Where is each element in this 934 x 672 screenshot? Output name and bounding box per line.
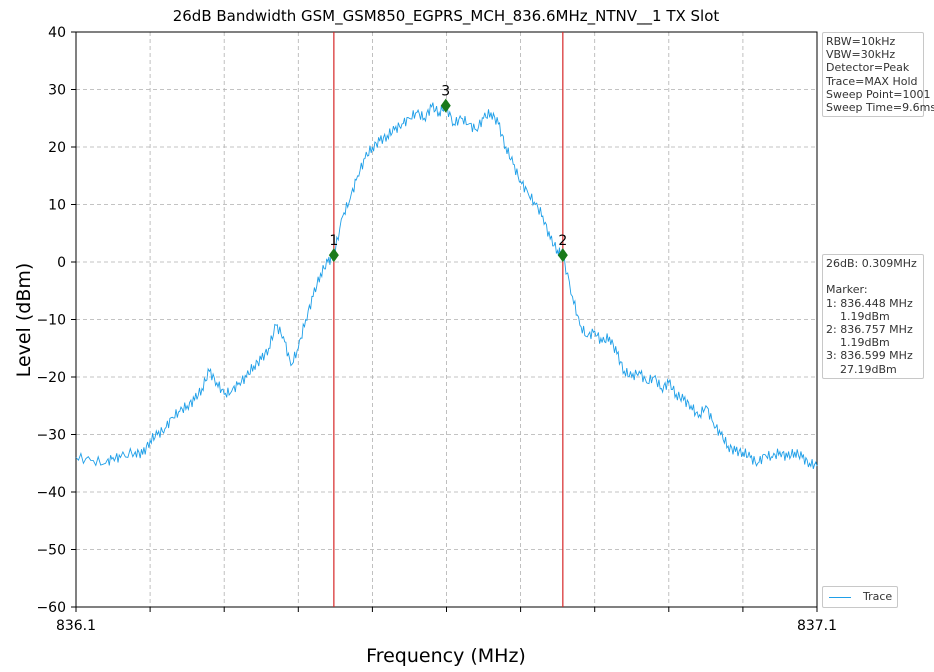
x-axis-label: Frequency (MHz)	[366, 645, 526, 667]
x-tick-label: 837.1	[797, 618, 837, 634]
marker-points: 1 2 3	[328, 84, 568, 263]
y-tick-label: −30	[36, 428, 66, 444]
bandwidth-result-line: 2: 836.757 MHz	[826, 323, 913, 337]
setting-line: VBW=30kHz	[826, 48, 896, 62]
y-tick-label: −10	[36, 313, 66, 329]
bandwidth-result-line: 1.19dBm	[826, 336, 890, 350]
marker-label: 3	[441, 84, 450, 100]
trace-line	[75, 101, 818, 470]
measurement-settings-box: RBW=10kHz VBW=30kHz Detector=Peak Trace=MAX…	[822, 32, 934, 118]
y-axis-ticks: 40 30 20 10 0 −10 −20 −30 −40 −50 −60	[36, 25, 76, 616]
bandwidth-result-box: 26dB: 0.309MHz Marker: 1: 836.448 MHz 1.1…	[822, 254, 924, 379]
legend-label-trace: Trace	[863, 590, 893, 603]
y-tick-label: 0	[57, 255, 66, 271]
marker-diamond	[557, 248, 568, 263]
bandwidth-result-line: 27.19dBm	[826, 362, 897, 376]
bandwidth-result-line: 1: 836.448 MHz	[826, 296, 913, 310]
y-axis-label: Level (dBm)	[13, 263, 35, 378]
marker-label: 1	[329, 233, 338, 249]
bandwidth-result-line: 26dB: 0.309MHz	[826, 257, 917, 270]
bandwidth-result-line: 1.19dBm	[826, 309, 890, 323]
y-tick-label: −40	[36, 485, 66, 501]
grid-lines	[76, 32, 817, 607]
y-tick-label: 20	[48, 140, 66, 156]
y-tick-label: 30	[48, 83, 66, 99]
y-tick-label: −50	[36, 543, 66, 559]
setting-line: Sweep Point=1001	[826, 87, 931, 101]
y-tick-label: 10	[48, 198, 66, 214]
bandwidth-result-line: Marker:	[826, 283, 868, 297]
y-tick-label: −60	[36, 600, 66, 616]
legend: Trace	[822, 586, 898, 608]
bandwidth-result-line	[826, 270, 920, 283]
y-tick-label: −20	[36, 370, 66, 386]
bandwidth-result-line: 3: 836.599 MHz	[826, 349, 913, 363]
chart-title: 26dB Bandwidth GSM_GSM850_EGPRS_MCH_836.…	[173, 7, 720, 26]
legend-swatch-trace	[829, 597, 851, 598]
marker-diamond	[440, 98, 451, 113]
x-tick-label: 836.1	[56, 618, 96, 634]
setting-line: Detector=Peak	[826, 61, 910, 75]
bandwidth-lines	[333, 32, 564, 607]
marker-diamond	[328, 248, 339, 263]
setting-line: RBW=10kHz	[826, 35, 896, 48]
marker-label: 2	[558, 233, 567, 249]
setting-line: Sweep Time=9.6ms	[826, 101, 934, 115]
x-axis-ticks: 836.1 837.1	[56, 607, 837, 634]
y-tick-label: 40	[48, 25, 66, 41]
setting-line: Trace=MAX Hold	[826, 74, 918, 88]
